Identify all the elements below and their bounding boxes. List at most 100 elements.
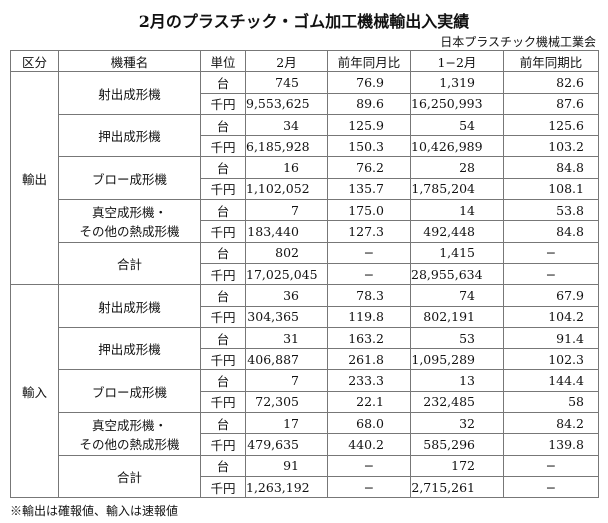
machine-name: 真空成形機・ (91, 204, 167, 220)
value-cell: 91 (245, 454, 328, 477)
value-cell: 68.0 (327, 412, 411, 435)
value-cell: 17,025,045 (245, 262, 328, 286)
machine-name: 真空成形機・ (91, 417, 167, 433)
value-cell: 31 (245, 326, 328, 350)
machine-cell: ブロー成形機 (58, 156, 201, 201)
unit-cell: 千円 (200, 390, 246, 414)
value-cell: − (503, 475, 599, 499)
value-cell: 76.2 (327, 156, 411, 179)
data-table: 区分 機種名 単位 2月 前年同月比 1−2月 前年同期比 輸出 射出成形機台 745 76.9 1… (10, 49, 599, 499)
table-row: 合計台 91−172− (11, 454, 599, 499)
machine-cell: 押出成形機 (58, 326, 201, 371)
value-cell: 7 (245, 199, 328, 222)
value-cell: 1,415 (410, 241, 504, 264)
value-cell: 89.6 (327, 92, 411, 115)
unit-cell: 台 (200, 412, 246, 435)
unit-cell: 台 (200, 113, 246, 137)
value-cell: 2,715,261 (410, 475, 504, 499)
value-cell: 36 (245, 284, 328, 307)
machine-name: ブロー成形機 (91, 171, 167, 187)
header-row: 区分 機種名 単位 2月 前年同月比 1−2月 前年同期比 (10, 49, 599, 73)
value-cell: 232,485 (410, 390, 504, 414)
table-row: 輸出 射出成形機台 745 76.9 1,319 82.6 (10, 71, 599, 286)
unit-cell: 台 (200, 156, 246, 179)
value-cell: 76.9 (327, 71, 411, 94)
value-cell: 479,635 (245, 433, 328, 456)
value-cell: 406,887 (245, 348, 328, 371)
value-cell: − (503, 454, 599, 477)
value-cell: 7 (245, 369, 328, 392)
value-cell: 78.3 (327, 284, 411, 307)
column-header: 単位 (200, 49, 246, 73)
value-cell: 17 (245, 412, 328, 435)
value-cell: 144.4 (503, 369, 599, 392)
table-row: 千円 406,887 261.8 1,095,289 102.3 (11, 348, 599, 371)
value-cell: 125.6 (503, 113, 599, 137)
column-header: 1−2月 (410, 49, 504, 73)
value-cell: 1,095,289 (410, 348, 504, 371)
value-cell: 67.9 (503, 284, 599, 307)
table-row: 千円 17,025,045−28,955,634− (11, 262, 599, 286)
machine-cell: 真空成形機・ その他の熱成形機 (58, 199, 201, 243)
value-cell: 53.8 (503, 199, 599, 222)
value-cell: 1,102,052 (245, 177, 328, 201)
unit-cell: 千円 (200, 433, 246, 456)
machine-cell: 合計 (58, 454, 201, 499)
value-cell: 16,250,993 (410, 92, 504, 115)
machine-name: 押出成形機 (98, 129, 161, 145)
machine-name: 合計 (116, 256, 142, 272)
value-cell: 14 (410, 199, 504, 222)
source: 日本プラスチック機械工業会 (440, 35, 596, 49)
unit-cell: 台 (200, 71, 246, 94)
value-cell: 16 (245, 156, 328, 179)
value-cell: 233.3 (327, 369, 411, 392)
column-header: 2月 (245, 49, 328, 73)
value-cell: 172 (410, 454, 504, 477)
value-cell: 108.1 (503, 177, 599, 201)
machine-cell: ブロー成形機 (58, 369, 201, 414)
machine-name: 合計 (116, 469, 142, 485)
machine-cell: 真空成形機・ その他の熱成形機 (58, 412, 201, 456)
unit-cell: 台 (200, 369, 246, 392)
value-cell: 87.6 (503, 92, 599, 115)
value-cell: 13 (410, 369, 504, 392)
unit-cell: 台 (200, 284, 246, 307)
table-row: 押出成形機 台 31 163.2 53 91.4 (11, 326, 599, 371)
value-cell: 84.8 (503, 156, 599, 179)
machine-name: 押出成形機 (98, 342, 161, 358)
unit-cell: 千円 (200, 135, 246, 158)
unit-cell: 台 (200, 199, 246, 222)
value-cell: 135.7 (327, 177, 411, 201)
column-header: 前年同期比 (503, 49, 599, 73)
table-row: 押出成形機 台 34 125.9 54 125.6 (11, 113, 599, 158)
value-cell: 72,305 (245, 390, 328, 414)
machine-name: その他の熱成形機 (79, 223, 180, 239)
unit-cell: 千円 (200, 220, 246, 243)
value-cell: 28 (410, 156, 504, 179)
value-cell: − (327, 475, 411, 499)
table-row: 千円 9,553,625 89.6 16,250,993 87.6 (11, 92, 599, 115)
value-cell: 150.3 (327, 135, 411, 158)
value-cell: 1,785,204 (410, 177, 504, 201)
value-cell: 802 (245, 241, 328, 264)
value-cell: 163.2 (327, 326, 411, 350)
value-cell: 183,440 (245, 220, 328, 243)
value-cell: − (503, 241, 599, 264)
machine-cell: 押出成形機 (58, 113, 201, 158)
value-cell: 84.2 (503, 412, 599, 435)
table-row: 合計台 802−1,415− (11, 241, 599, 286)
value-cell: 102.3 (503, 348, 599, 371)
table-row: 千円 183,440 127.3 492,448 84.8 (11, 220, 599, 243)
value-cell: 125.9 (327, 113, 411, 137)
value-cell: 22.1 (327, 390, 411, 414)
value-cell: 492,448 (410, 220, 504, 243)
value-cell: 53 (410, 326, 504, 350)
table-row: ブロー成形機 台 16 76.2 28 84.8 (11, 156, 599, 201)
value-cell: 440.2 (327, 433, 411, 456)
category-cell: 輸入 (10, 284, 59, 499)
title: 2月のプラスチック・ゴム加工機械輸出入実績 (138, 12, 470, 31)
machine-cell: 合計 (58, 241, 201, 286)
value-cell: 261.8 (327, 348, 411, 371)
table-row: 真空成形機・ その他の熱成形機台 17 68.0 32 84.2 (11, 412, 599, 456)
